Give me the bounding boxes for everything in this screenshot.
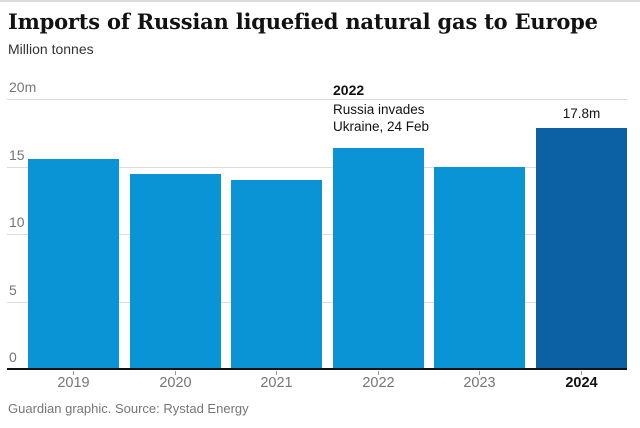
x-axis-label-2021: 2021 [260,375,293,391]
annotation-year: 2022 [333,82,365,98]
x-tick-2020 [175,371,176,375]
x-axis-label-2022: 2022 [362,375,395,391]
chart-subtitle: Million tonnes [8,41,94,57]
chart-title: Imports of Russian liquefied natural gas… [8,9,598,34]
x-axis-label-2019: 2019 [57,375,90,391]
x-axis-label-2024: 2024 [565,375,598,391]
bar-2024 [536,128,627,368]
bar-2022 [333,148,424,368]
y-axis-label-0: 0 [9,349,17,365]
bar-2023 [434,167,525,368]
annotation-line-2: Ukraine, 24 Feb [333,118,430,134]
x-axis-line [7,368,627,370]
x-tick-2021 [276,371,277,375]
y-axis-label-5: 5 [9,282,17,298]
gridline-15 [7,167,627,168]
annotation-line-1: Russia invades [333,102,425,117]
x-axis-label-2023: 2023 [463,375,496,391]
gridline-20 [7,99,627,100]
bar-2021 [231,180,322,368]
y-axis-label-15: 15 [9,147,25,163]
bar-2020 [130,174,221,368]
x-tick-2023 [479,371,480,375]
source-credit: Guardian graphic. Source: Rystad Energy [8,401,249,416]
bar-value-label: 17.8m [562,106,601,121]
top-divider [0,0,640,2]
y-axis-label-10: 10 [9,214,25,230]
y-axis-label-20: 20m [9,79,37,95]
bar-2019 [28,159,119,368]
annotation-2022: 2022 Russia invades Ukraine, 24 Feb [333,82,429,135]
x-tick-2022 [378,371,379,375]
x-axis-label-2020: 2020 [159,375,192,391]
x-tick-2024 [581,371,582,375]
x-tick-2019 [73,371,74,375]
